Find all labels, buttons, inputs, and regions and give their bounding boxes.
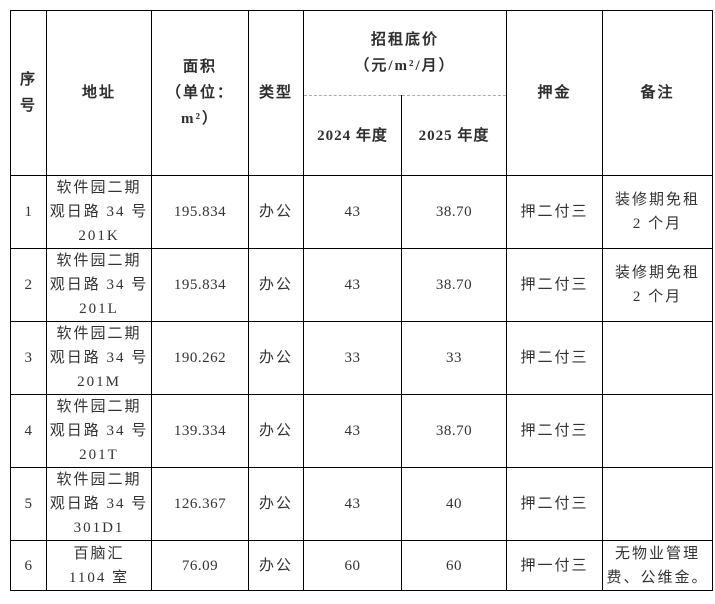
serial-cell: 3	[10, 321, 47, 395]
remark-cell	[602, 467, 713, 541]
remark-cell	[602, 321, 713, 395]
price-2024-cell: 43	[303, 175, 402, 249]
price-2025-cell: 38.70	[401, 248, 507, 322]
remark-cell	[602, 394, 713, 468]
type-cell: 办公	[248, 175, 304, 249]
price-2025-cell: 38.70	[401, 394, 507, 468]
table-row-6: 6 百脑汇 1104 室 76.09 办公 60 60 押一付三 无物业管理 费…	[10, 540, 713, 591]
address-cell: 软件园二期 观日路 34 号 201M	[46, 321, 152, 395]
header-row-years: 2024 年度 2025 年度	[11, 95, 713, 176]
header-area-cell: 面积 （单位：m²）	[151, 10, 249, 176]
area-cell: 126.367	[151, 467, 249, 541]
header-row-top: 序 号 地址 面积 （单位：m²） 类型 招租底价 （元/m²/月） 押金 备注	[10, 10, 713, 176]
price-2024-cell: 60	[303, 540, 402, 591]
header-remark-cell: 备注	[602, 10, 713, 176]
deposit-cell: 押二付三	[506, 467, 603, 541]
table-row-5: 5 软件园二期 观日路 34 号 301D1 126.367 办公 43 40 …	[10, 467, 713, 541]
table-row-4: 4 软件园二期 观日路 34 号 201T 139.334 办公 43 38.7…	[10, 394, 713, 468]
deposit-cell: 押二付三	[506, 321, 603, 395]
price-2025-cell: 33	[401, 321, 507, 395]
price-2024-cell: 43	[303, 394, 402, 468]
header-address-cell: 地址	[46, 10, 152, 176]
table-row-3: 3 软件园二期 观日路 34 号 201M 190.262 办公 33 33 押…	[10, 321, 713, 395]
remark-cell: 无物业管理 费、公维金。	[602, 540, 713, 591]
header-year-2025-cell: 2025 年度	[401, 95, 507, 176]
deposit-cell: 押二付三	[506, 175, 603, 249]
address-cell: 软件园二期 观日路 34 号 201K	[46, 175, 152, 249]
serial-cell: 2	[10, 248, 47, 322]
address-cell: 软件园二期 观日路 34 号 201L	[46, 248, 152, 322]
remark-cell: 装修期免租 2 个月	[602, 175, 713, 249]
area-cell: 139.334	[151, 394, 249, 468]
area-cell: 195.834	[151, 248, 249, 322]
price-2024-cell: 43	[303, 248, 402, 322]
header-base-price-cell: 招租底价 （元/m²/月）	[303, 10, 507, 96]
area-cell: 190.262	[151, 321, 249, 395]
remark-cell: 装修期免租 2 个月	[602, 248, 713, 322]
area-cell: 195.834	[151, 175, 249, 249]
deposit-cell: 押二付三	[506, 394, 603, 468]
table-row-1: 1 软件园二期 观日路 34 号 201K 195.834 办公 43 38.7…	[10, 175, 713, 249]
price-2024-cell: 33	[303, 321, 402, 395]
type-cell: 办公	[248, 540, 304, 591]
area-cell: 76.09	[151, 540, 249, 591]
price-2025-cell: 40	[401, 467, 507, 541]
deposit-cell: 押一付三	[506, 540, 603, 591]
price-2024-cell: 43	[303, 467, 402, 541]
price-2025-cell: 38.70	[401, 175, 507, 249]
deposit-cell: 押二付三	[506, 248, 603, 322]
serial-cell: 4	[10, 394, 47, 468]
header-deposit-cell: 押金	[506, 10, 603, 176]
address-cell: 软件园二期 观日路 34 号 301D1	[46, 467, 152, 541]
price-2025-cell: 60	[401, 540, 507, 591]
serial-cell: 5	[10, 467, 47, 541]
type-cell: 办公	[248, 248, 304, 322]
header-year-2024-cell: 2024 年度	[303, 95, 402, 176]
table-row-2: 2 软件园二期 观日路 34 号 201L 195.834 办公 43 38.7…	[10, 248, 713, 322]
header-serial-cell: 序 号	[10, 10, 47, 176]
type-cell: 办公	[248, 467, 304, 541]
serial-cell: 6	[10, 540, 47, 591]
type-cell: 办公	[248, 394, 304, 468]
header-type-cell: 类型	[248, 10, 304, 176]
serial-cell: 1	[10, 175, 47, 249]
address-cell: 百脑汇 1104 室	[46, 540, 152, 591]
type-cell: 办公	[248, 321, 304, 395]
rental-table: 序 号 地址 面积 （单位：m²） 类型 招租底价 （元/m²/月） 押金 备注…	[10, 10, 713, 591]
address-cell: 软件园二期 观日路 34 号 201T	[46, 394, 152, 468]
